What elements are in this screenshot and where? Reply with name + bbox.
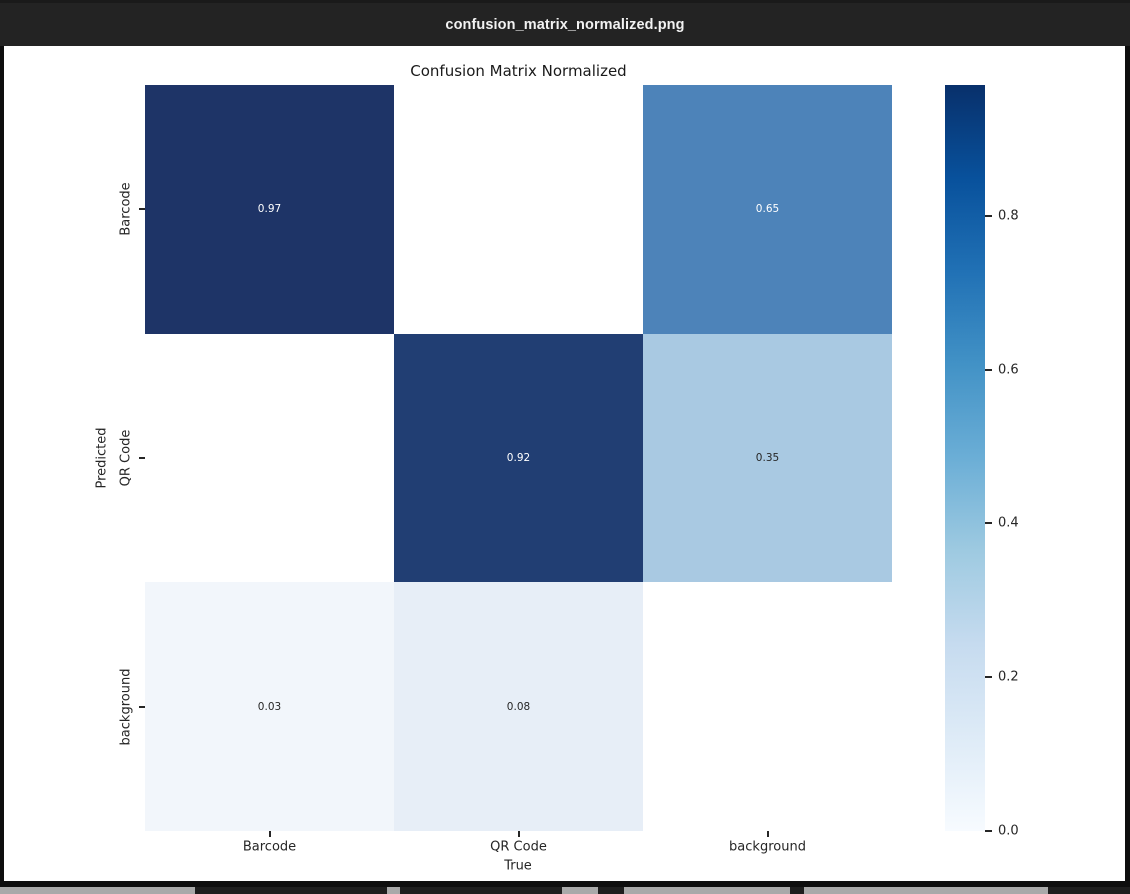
heatmap-cell-r1c2: 0.35 (643, 333, 892, 583)
colorbar-tick-label: 0.4 (998, 515, 1019, 531)
tick-mark (268, 831, 271, 837)
window-title: confusion_matrix_normalized.png (445, 16, 685, 33)
tick-mark (139, 705, 145, 708)
heatmap-cell-r1c0 (145, 333, 394, 583)
colorbar-tick-label: 0.6 (998, 362, 1019, 378)
y-axis-label: Predicted (94, 427, 110, 489)
colorbar-tick-label: 0.2 (998, 669, 1019, 685)
colorbar-tick-mark (985, 369, 992, 371)
chart-title: Confusion Matrix Normalized (410, 62, 627, 80)
heatmap-cell-r2c1: 0.08 (394, 582, 643, 831)
x-tick-label: QR Code (490, 839, 547, 855)
tick-mark (517, 831, 520, 837)
window-border-left (0, 46, 4, 882)
colorbar-tick-mark (985, 522, 992, 524)
x-tick-label: background (729, 839, 806, 855)
y-tick-label: Barcode (118, 182, 134, 236)
heatmap-cell-r1c1: 0.92 (394, 333, 643, 583)
heatmap-cell-r2c0: 0.03 (145, 582, 394, 831)
colorbar (945, 85, 985, 831)
x-axis-label: True (504, 858, 532, 874)
y-tick-label: background (118, 668, 134, 746)
colorbar-tick-label: 0.0 (998, 823, 1019, 839)
window-border-right (1125, 46, 1130, 882)
colorbar-tick-mark (985, 830, 992, 832)
heatmap-cell-r0c0: 0.97 (145, 85, 394, 334)
tick-mark (139, 208, 145, 211)
heatmap-cell-r0c1 (394, 85, 643, 334)
taskbar[interactable] (0, 887, 1130, 894)
tick-mark (139, 457, 145, 459)
x-tick-label: Barcode (242, 839, 297, 855)
window-border-bottom (0, 881, 1130, 887)
taskbar-window-segment (1048, 887, 1130, 894)
taskbar-window-segment (400, 887, 562, 894)
tick-mark (766, 831, 769, 837)
heatmap-cell-r0c2: 0.65 (643, 85, 892, 334)
heatmap-grid: 0.97 0.65 0.92 0.35 0.03 0.08 (145, 85, 892, 831)
colorbar-tick-label: 0.8 (998, 208, 1019, 224)
taskbar-window-segment (195, 887, 387, 894)
taskbar-window-segment (790, 887, 804, 894)
heatmap-cell-r2c2 (643, 582, 892, 831)
y-tick-label: QR Code (118, 429, 134, 487)
colorbar-tick-mark (985, 676, 992, 678)
taskbar-window-segment (598, 887, 624, 894)
colorbar-tick-mark (985, 215, 992, 217)
window-titlebar[interactable]: confusion_matrix_normalized.png (0, 0, 1130, 46)
